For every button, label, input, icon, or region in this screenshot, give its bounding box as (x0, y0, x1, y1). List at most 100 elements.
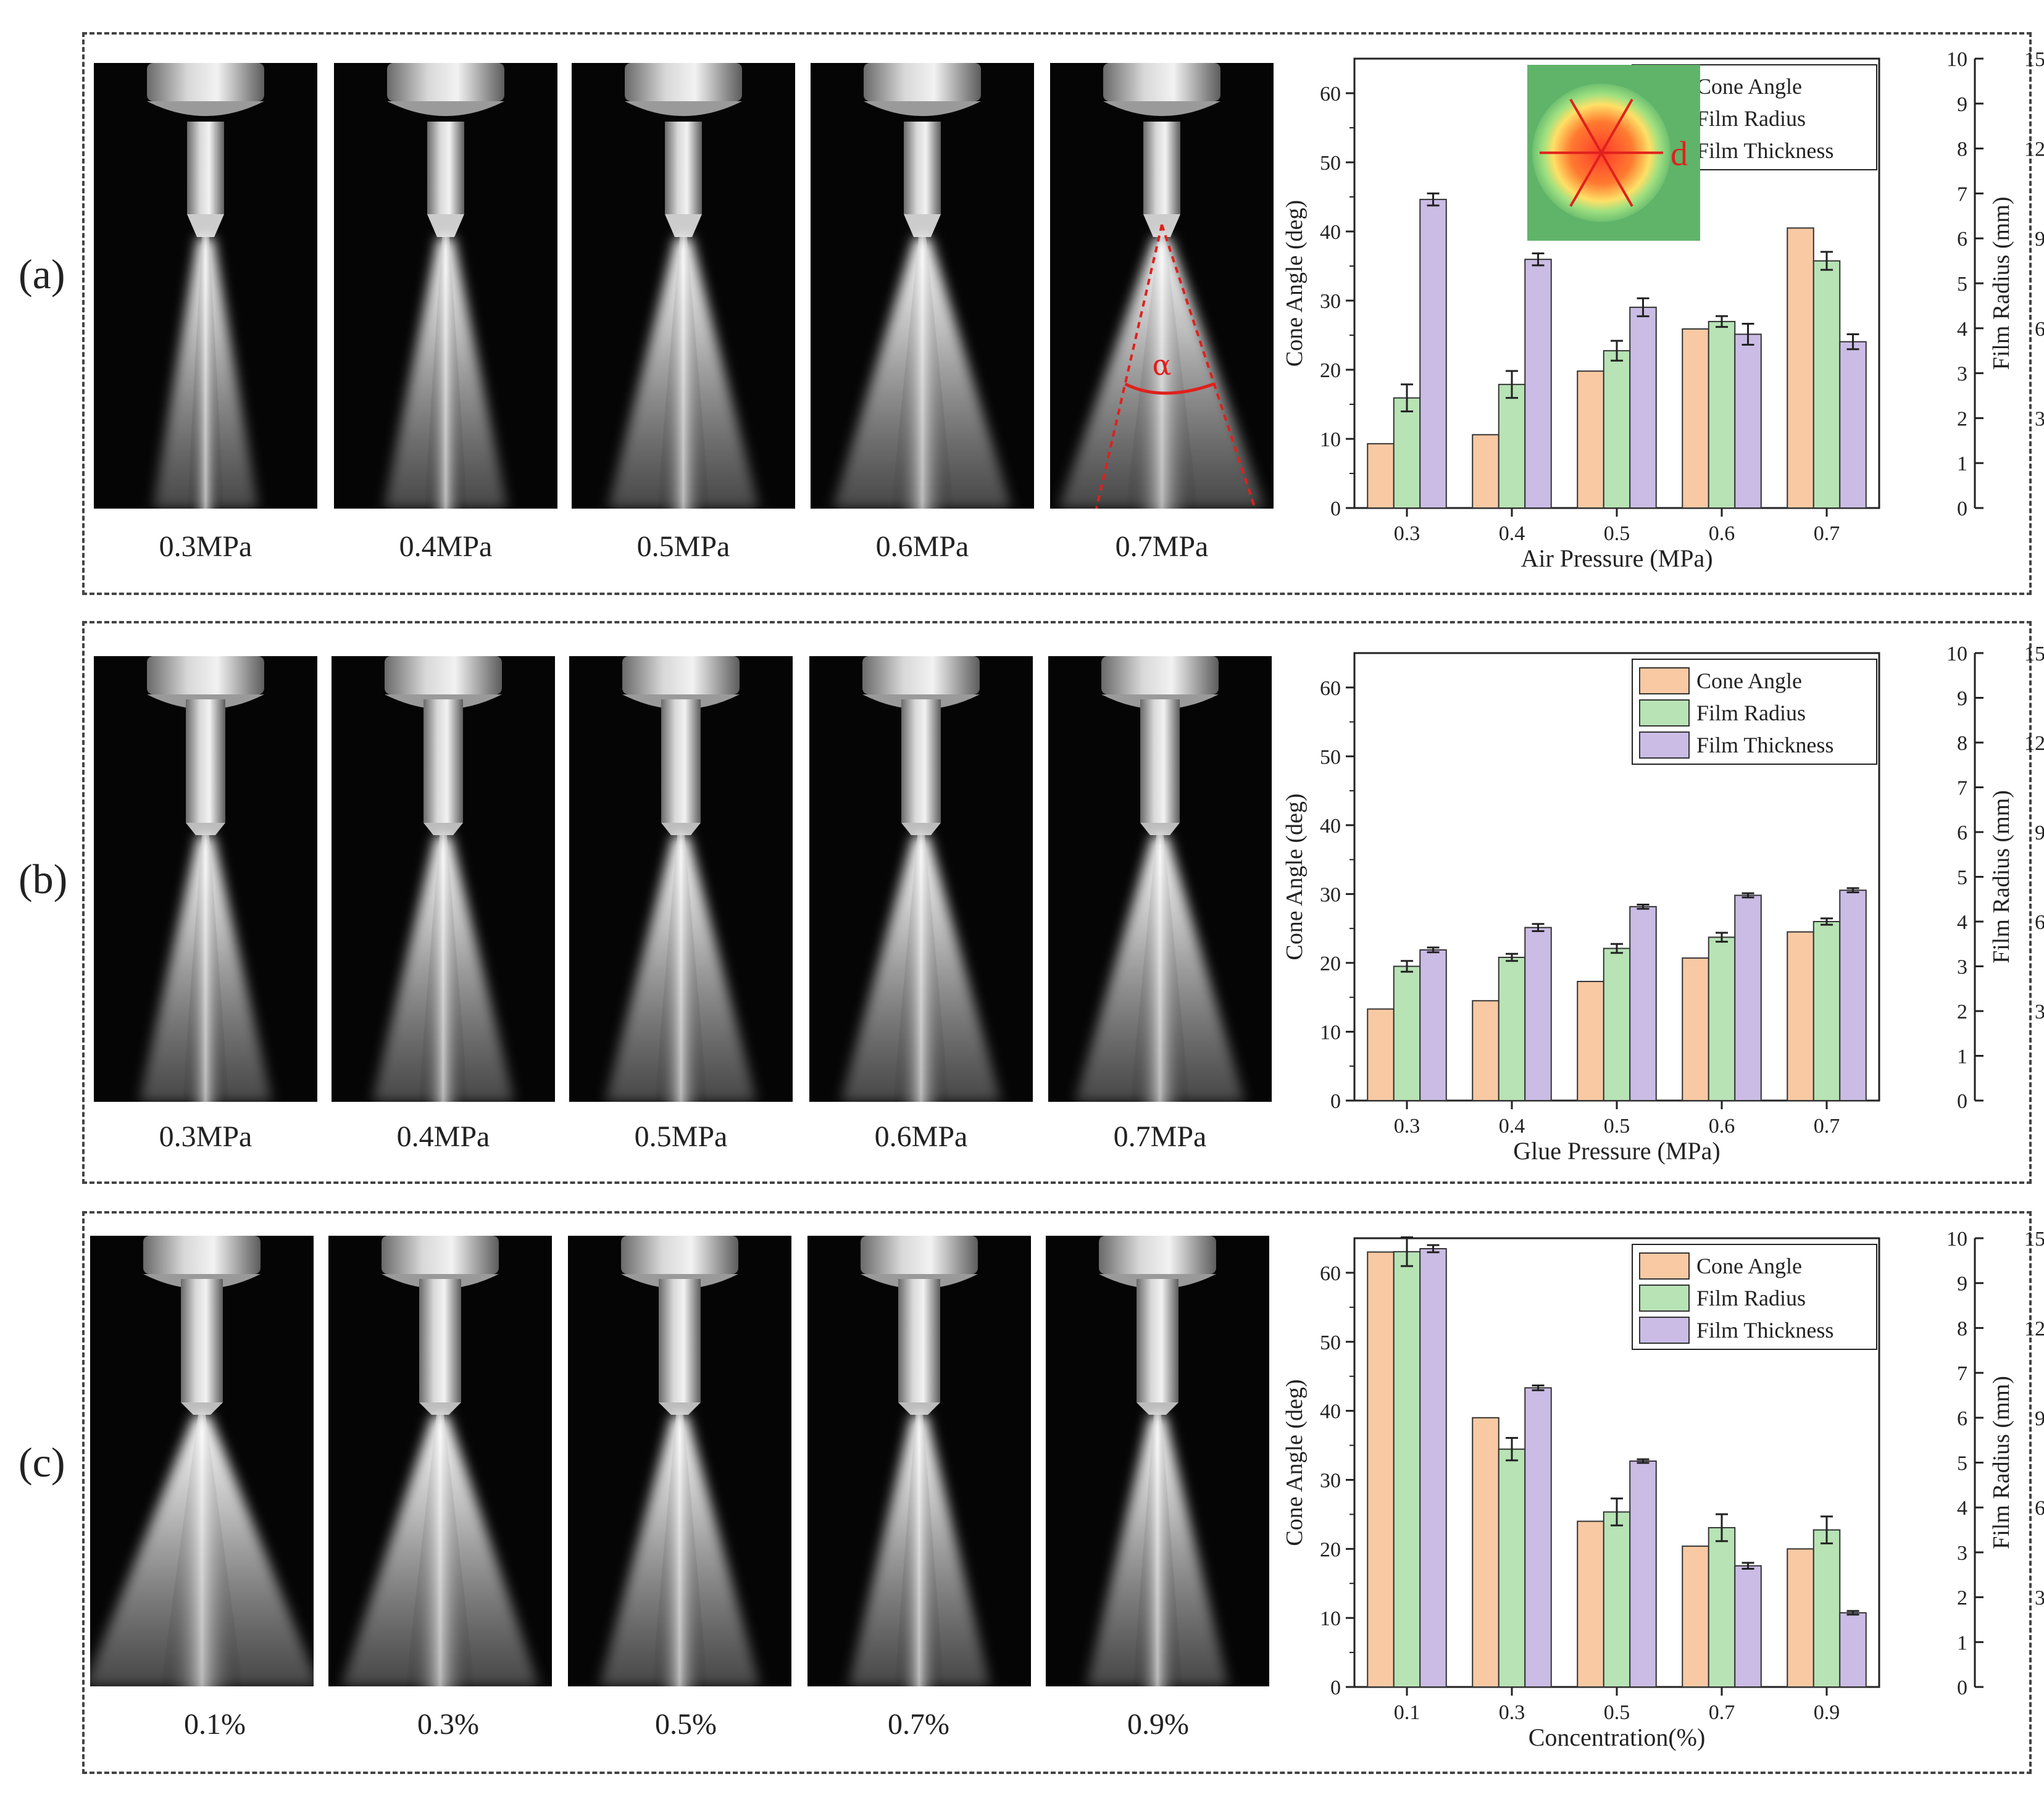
tick-label-mid: 9 (1957, 688, 1967, 710)
error-bar (1637, 1458, 1650, 1464)
error-bar (1716, 931, 1728, 943)
panel-c-frame (82, 1211, 2032, 1774)
tick-label-right: 60 (2035, 911, 2044, 934)
photo-caption: 0.3MPa (159, 1120, 252, 1153)
tick-label-mid: 1 (1957, 452, 1967, 475)
tick-label-x: 0.7 (1709, 1701, 1735, 1724)
tick-label-right: 120 (2024, 732, 2044, 755)
tick-label-mid: 1 (1957, 1631, 1967, 1654)
tick-label-right: 90 (2035, 228, 2044, 251)
error-bar (1637, 297, 1650, 317)
tick-label-right: 60 (2035, 1497, 2044, 1520)
error-bar (1532, 923, 1545, 932)
error-bar (1742, 1562, 1754, 1570)
bar-left (1682, 1545, 1709, 1688)
bar-right (1419, 949, 1447, 1101)
tick-label-mid: 1 (1957, 1046, 1967, 1068)
tick-label-x: 0.9 (1814, 1701, 1840, 1724)
panel-a-label: (a) (19, 251, 65, 298)
bar-left (1472, 1000, 1500, 1102)
bar-right (1524, 259, 1552, 509)
tick-label-left: 60 (1320, 1262, 1341, 1285)
spray-photo-c-5 (1046, 1236, 1269, 1686)
tick-label-mid: 8 (1957, 1317, 1967, 1340)
tick-label-x: 0.6 (1709, 1115, 1735, 1138)
error-bar (1401, 960, 1413, 973)
error-bar (1532, 252, 1545, 267)
tick-label-left: 20 (1320, 1538, 1341, 1561)
error-bar (1506, 952, 1518, 962)
tick-label-x: 0.1 (1394, 1701, 1420, 1724)
tick-label-mid: 3 (1957, 956, 1967, 979)
photo-caption: 0.5% (655, 1708, 717, 1741)
tick-label-mid: 2 (1957, 1587, 1967, 1610)
error-bar (1716, 1513, 1728, 1543)
photo-caption: 0.7% (888, 1708, 949, 1741)
legend-label: Cone Angle (1696, 1254, 1802, 1278)
spray-photo-a-1 (94, 63, 317, 509)
legend-label: Film Radius (1696, 106, 1806, 131)
spray-photo-b-2 (332, 656, 555, 1102)
legend-swatch (1639, 731, 1690, 759)
tick-label-mid: 7 (1957, 183, 1967, 206)
bar-left (1472, 1417, 1500, 1688)
spray-photo-b-1 (94, 656, 317, 1102)
y-axis-label-left: Cone Angle (deg) (1282, 200, 1308, 367)
spray-photo-b-5 (1048, 656, 1272, 1102)
photo-caption: 0.4MPa (396, 1120, 490, 1153)
x-axis-label: Concentration(%) (1529, 1723, 1706, 1751)
tick-label-mid: 4 (1957, 1497, 1967, 1520)
error-bar (1506, 370, 1518, 399)
bar-right (1419, 199, 1447, 509)
spray-photo-a-2 (334, 63, 557, 509)
tick-label-x: 0.4 (1499, 522, 1525, 545)
error-bar (1401, 383, 1413, 412)
bar-right (1419, 1247, 1447, 1688)
y-axis-label-left: Cone Angle (deg) (1282, 793, 1308, 960)
tick-label-left: 60 (1320, 677, 1341, 700)
panel-a-frame (82, 32, 2032, 595)
tick-label-left: 0 (1330, 1676, 1341, 1699)
y-axis-label-mid: Film Radius (mm) (1988, 790, 2014, 964)
tick-label-mid: 4 (1957, 318, 1967, 341)
bar-right (1524, 927, 1552, 1101)
error-bar (1427, 946, 1440, 954)
error-bar (1742, 892, 1754, 899)
photo-caption: 0.4MPa (399, 530, 493, 563)
tick-label-left: 10 (1320, 1021, 1341, 1044)
bar-mid (1393, 1251, 1421, 1688)
tick-label-left: 30 (1320, 290, 1341, 313)
bar-left (1787, 931, 1814, 1101)
bar-mid (1708, 1526, 1736, 1688)
tick-label-right: 120 (2024, 138, 2044, 161)
tick-label-left: 30 (1320, 883, 1341, 906)
tick-label-left: 0 (1330, 1090, 1341, 1113)
tick-label-left: 30 (1320, 1469, 1341, 1492)
bar-mid (1498, 957, 1526, 1101)
bar-mid (1603, 1511, 1631, 1688)
bar-right (1524, 1387, 1552, 1688)
tick-label-mid: 0 (1957, 498, 1967, 520)
legend-swatch (1639, 1252, 1690, 1280)
tick-label-x: 0.5 (1604, 1115, 1630, 1138)
bar-left (1367, 1251, 1395, 1688)
error-bar (1716, 315, 1728, 328)
bar-left (1472, 434, 1500, 509)
bar-left (1577, 1520, 1604, 1688)
error-bar (1637, 903, 1650, 910)
photo-caption: 0.3% (417, 1708, 479, 1741)
error-bar (1821, 917, 1833, 926)
spray-photo-c-1 (90, 1236, 314, 1686)
inset-diameter-arrows (1540, 98, 1663, 207)
legend-label: Film Thickness (1696, 138, 1833, 163)
spray-photo-c-4 (807, 1236, 1031, 1686)
spray-photo-a-5: α (1050, 63, 1274, 509)
legend-label: Film Radius (1696, 1286, 1806, 1310)
tick-label-mid: 7 (1957, 1362, 1967, 1385)
bar-mid (1812, 1529, 1841, 1688)
tick-label-right: 30 (2035, 407, 2044, 430)
x-axis-label: Glue Pressure (MPa) (1513, 1137, 1721, 1165)
tick-label-mid: 3 (1957, 1542, 1967, 1565)
photo-caption: 0.3MPa (159, 530, 252, 563)
tick-label-mid: 4 (1957, 911, 1967, 934)
